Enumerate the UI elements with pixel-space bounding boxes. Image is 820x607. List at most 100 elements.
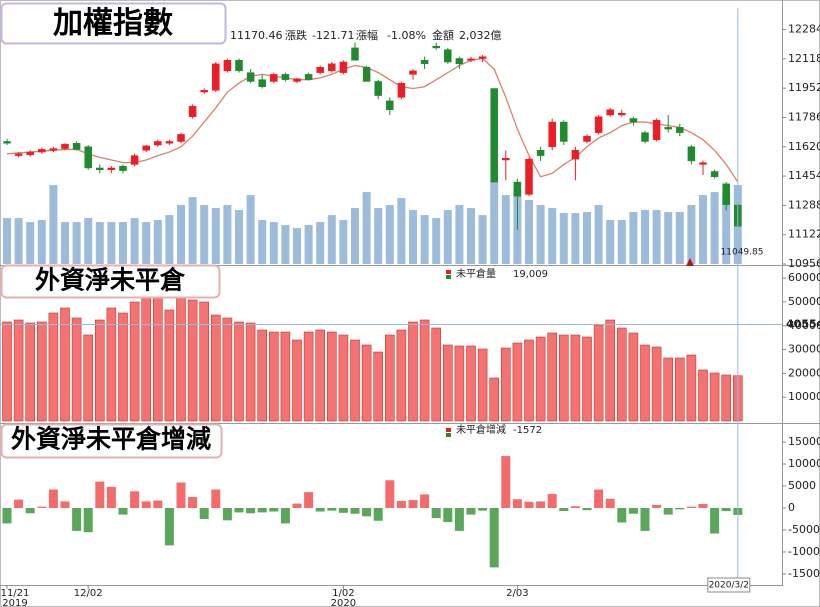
bar bbox=[315, 507, 325, 512]
bar bbox=[582, 336, 592, 422]
bar bbox=[71, 317, 82, 422]
bar bbox=[443, 507, 453, 523]
candle-body bbox=[641, 132, 649, 142]
candle-body bbox=[188, 105, 197, 118]
bar bbox=[130, 491, 140, 508]
y-tick-label: 30000 bbox=[788, 343, 820, 356]
cursor-date-box bbox=[707, 577, 751, 593]
candle-body bbox=[304, 74, 313, 80]
title-box bbox=[0, 264, 221, 299]
candle-body bbox=[212, 63, 220, 91]
bar bbox=[547, 332, 558, 422]
bar bbox=[466, 345, 476, 422]
bar bbox=[698, 369, 708, 422]
cursor-value: 40554 bbox=[786, 317, 820, 330]
candle-body bbox=[351, 47, 359, 61]
bar bbox=[709, 372, 720, 422]
bar bbox=[48, 489, 58, 508]
candle-body bbox=[618, 112, 626, 116]
candle-body bbox=[397, 82, 406, 98]
bar bbox=[478, 507, 488, 511]
volume-bar bbox=[664, 212, 673, 264]
bar bbox=[570, 506, 580, 508]
volume-bar bbox=[26, 222, 35, 264]
quote-label: 漲跌 bbox=[285, 28, 307, 42]
bar bbox=[245, 322, 256, 422]
bar bbox=[454, 345, 465, 422]
bar bbox=[222, 507, 232, 521]
candle-body bbox=[386, 100, 394, 110]
legend-value: 19,009 bbox=[513, 269, 548, 280]
bar bbox=[188, 496, 198, 508]
candle-body bbox=[710, 171, 719, 178]
y-tick-label: 11454 bbox=[788, 169, 820, 182]
bar bbox=[396, 329, 407, 422]
volume-bar bbox=[304, 225, 313, 264]
cursor-date: 2020/3/2 bbox=[709, 581, 749, 591]
candle-body bbox=[722, 183, 730, 205]
bar bbox=[37, 506, 47, 508]
bar bbox=[616, 327, 627, 422]
bar bbox=[83, 334, 93, 422]
bar bbox=[141, 297, 151, 422]
bar bbox=[710, 507, 720, 534]
bar bbox=[350, 507, 360, 514]
volume-bar bbox=[432, 218, 441, 264]
bar bbox=[593, 324, 604, 422]
candle-body bbox=[374, 81, 382, 96]
y-tick-label: 15000 bbox=[788, 435, 820, 448]
bar bbox=[280, 331, 291, 422]
bar bbox=[489, 377, 500, 422]
y-tick-label: -10000 bbox=[788, 545, 820, 558]
y-tick-label: 5000 bbox=[788, 479, 816, 492]
bar bbox=[674, 357, 685, 422]
bar bbox=[419, 319, 430, 422]
bar bbox=[14, 499, 24, 508]
y-tick-label: 0 bbox=[788, 501, 795, 514]
volume-bar bbox=[594, 205, 603, 264]
x-tick-label: 2/03 bbox=[506, 588, 528, 599]
bar bbox=[48, 312, 59, 422]
bar bbox=[211, 314, 221, 422]
volume-bar bbox=[188, 197, 197, 264]
bar bbox=[25, 322, 36, 422]
bar bbox=[269, 507, 279, 512]
bar bbox=[675, 507, 685, 510]
bar bbox=[257, 329, 268, 422]
bar bbox=[686, 506, 696, 508]
bar bbox=[408, 321, 418, 422]
candle-body bbox=[362, 67, 371, 82]
volume-bar bbox=[246, 195, 255, 264]
volume-bar bbox=[142, 222, 151, 264]
candle-body bbox=[258, 79, 266, 87]
bar bbox=[327, 507, 337, 511]
candle-body bbox=[61, 143, 69, 149]
volume-bar bbox=[95, 222, 104, 264]
candle-body bbox=[594, 116, 603, 133]
bar bbox=[350, 339, 360, 422]
bar bbox=[442, 344, 453, 422]
candle-body bbox=[583, 135, 591, 142]
volume-bar bbox=[177, 205, 185, 264]
bar bbox=[535, 336, 546, 422]
candle-body bbox=[571, 150, 580, 160]
candle-body bbox=[560, 121, 568, 142]
volume-bar bbox=[3, 218, 11, 264]
volume-bar bbox=[583, 212, 591, 264]
volume-bar bbox=[130, 218, 139, 264]
volume-bar bbox=[409, 210, 417, 264]
candle-body bbox=[467, 58, 475, 61]
bar bbox=[721, 507, 731, 512]
y-tick-label: 11620 bbox=[788, 140, 820, 153]
volume-bar bbox=[501, 195, 510, 264]
y-tick-label: 12118 bbox=[788, 52, 820, 65]
y-tick-label: 50000 bbox=[788, 295, 820, 308]
bar bbox=[153, 297, 163, 422]
bar bbox=[466, 507, 476, 515]
bar bbox=[95, 481, 105, 508]
bar bbox=[524, 339, 534, 422]
bar bbox=[106, 307, 117, 422]
volume-bar bbox=[525, 200, 533, 264]
candle-body bbox=[432, 45, 440, 49]
